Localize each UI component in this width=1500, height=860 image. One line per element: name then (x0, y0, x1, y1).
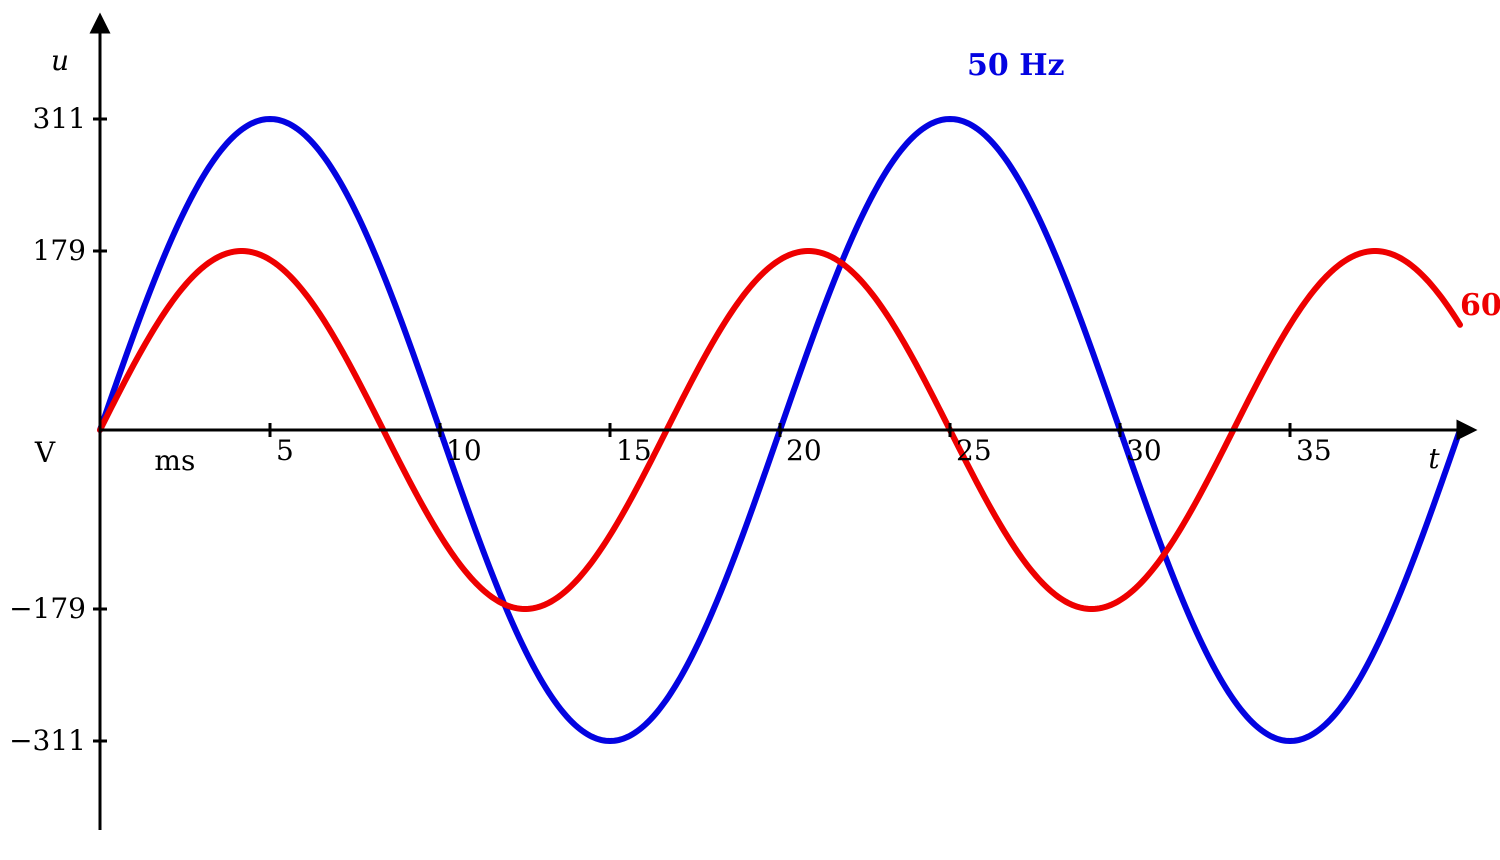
y-axis-unit-label: V (34, 436, 56, 469)
x-axis-unit-label: ms (154, 444, 195, 477)
x-axis-label: t (1428, 442, 1440, 475)
sine-wave-chart: 5 10 15 20 25 30 35 t ms −311 −179 179 311 u V 50… (0, 0, 1500, 860)
y-tick-label: 179 (33, 234, 86, 267)
x-tick-label: 35 (1296, 434, 1332, 467)
y-axis-label: u (51, 44, 69, 77)
series-label-50-hz: 50 Hz (967, 48, 1065, 83)
y-tick-label: −179 (9, 592, 86, 625)
series-labels: 50 Hz 60 Hz (967, 48, 1500, 323)
y-axis-ticks: −311 −179 179 311 (9, 102, 107, 757)
x-tick-label: 30 (1126, 434, 1162, 467)
series-label-60-hz: 60 Hz (1460, 288, 1500, 323)
x-tick-label: 25 (956, 434, 992, 467)
x-tick-label: 15 (616, 434, 652, 467)
x-tick-label: 5 (276, 434, 294, 467)
x-tick-label: 10 (446, 434, 482, 467)
y-tick-label: 311 (33, 102, 86, 135)
y-tick-label: −311 (9, 724, 86, 757)
x-tick-label: 20 (786, 434, 822, 467)
